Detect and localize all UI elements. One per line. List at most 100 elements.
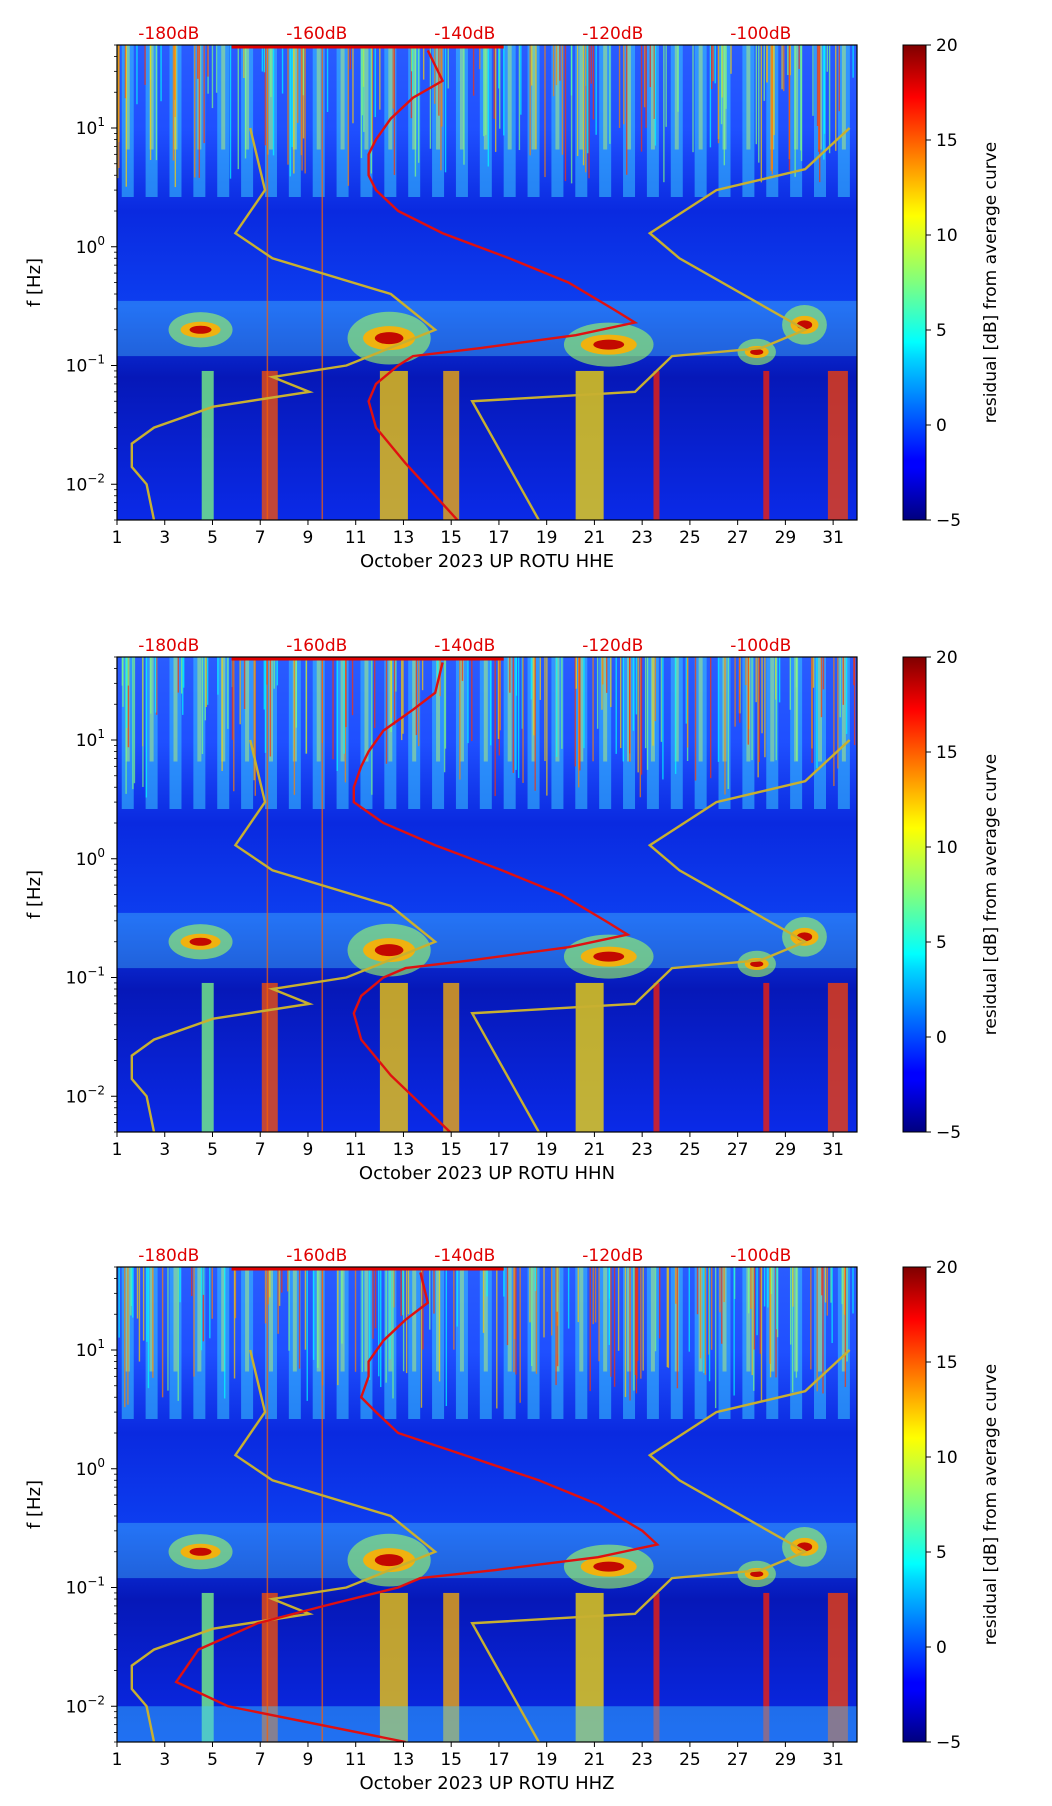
- average-psd-curve: [367, 49, 639, 520]
- daily-noise-core: [603, 45, 608, 150]
- noise-streak: [688, 1267, 690, 1352]
- noise-streak: [202, 1267, 205, 1342]
- noise-streak: [734, 657, 736, 727]
- storm-peak: [593, 951, 625, 962]
- daily-noise-band: [288, 1267, 301, 1419]
- noise-streak: [349, 45, 352, 70]
- noise-streak: [556, 1267, 558, 1312]
- noise-streak: [576, 45, 579, 157]
- daily-noise-core: [364, 1267, 369, 1372]
- x-tick-label: 23: [631, 1750, 653, 1770]
- noise-streak: [515, 1267, 517, 1375]
- noise-streak: [125, 45, 127, 187]
- daily-noise-core: [841, 1267, 846, 1372]
- noise-streak: [136, 45, 138, 105]
- noise-streak: [305, 657, 308, 754]
- noise-streak: [788, 45, 791, 171]
- x-tick-label: 27: [727, 1140, 749, 1160]
- noise-streak: [498, 657, 500, 756]
- noise-streak: [485, 45, 487, 135]
- noise-streak: [149, 45, 152, 160]
- daily-noise-band: [408, 657, 421, 809]
- noise-streak: [288, 1267, 290, 1351]
- noise-streak: [676, 1267, 679, 1389]
- daily-noise-core: [770, 657, 775, 762]
- noise-streak: [539, 657, 542, 700]
- noise-streak: [422, 1267, 424, 1350]
- daily-noise-band: [336, 45, 349, 197]
- noise-streak: [724, 657, 726, 795]
- noise-streak: [444, 657, 447, 749]
- noise-streak: [209, 1267, 211, 1339]
- daily-noise-band: [837, 45, 850, 197]
- noise-streak: [503, 45, 505, 136]
- noise-streak: [482, 1267, 485, 1333]
- x-tick-label: 25: [679, 1750, 701, 1770]
- noise-streak: [692, 45, 694, 153]
- noise-streak: [295, 657, 298, 728]
- daily-noise-band: [217, 45, 230, 197]
- noise-streak: [579, 657, 581, 771]
- noise-streak: [775, 1267, 777, 1378]
- noise-streak: [710, 1267, 713, 1350]
- noise-streak: [369, 1267, 371, 1380]
- noise-streak: [833, 657, 835, 787]
- noise-streak: [781, 45, 783, 90]
- daily-noise-core: [412, 1267, 417, 1372]
- noise-streak: [727, 657, 729, 789]
- low-frequency-column: [261, 982, 278, 1132]
- noise-streak: [223, 1267, 226, 1399]
- noise-streak: [635, 1267, 638, 1394]
- noise-streak: [645, 45, 647, 128]
- noise-streak: [823, 45, 826, 134]
- noise-streak: [610, 1267, 612, 1377]
- noise-model-curve-high: [470, 127, 851, 520]
- noise-streak: [699, 1267, 702, 1359]
- noise-streak: [561, 657, 563, 749]
- noise-streak: [407, 1267, 410, 1315]
- noise-streak: [667, 1267, 670, 1368]
- noise-streak: [402, 1267, 404, 1316]
- x-tick-label: 25: [679, 1140, 701, 1160]
- noise-streak: [132, 1267, 134, 1318]
- colorbar-tick-label: −5: [936, 1733, 961, 1753]
- daily-noise-core: [149, 1267, 154, 1372]
- top-db-label: -180dB: [138, 24, 199, 44]
- noise-streak: [509, 657, 511, 693]
- top-db-label: -180dB: [138, 1246, 199, 1266]
- noise-streak: [438, 1267, 441, 1382]
- noise-streak: [243, 657, 246, 710]
- noise-streak: [750, 1267, 752, 1309]
- x-axis-label: October 2023 UP ROTU HHE: [360, 551, 614, 572]
- noise-streak: [822, 1267, 824, 1394]
- noise-streak: [601, 657, 603, 710]
- daily-noise-core: [483, 1267, 488, 1372]
- noise-streak: [686, 657, 689, 748]
- daily-noise-band: [455, 45, 468, 197]
- noise-streak: [182, 657, 184, 715]
- daily-noise-core: [292, 45, 297, 150]
- low-frequency-column: [261, 1592, 278, 1742]
- top-db-label: -100dB: [730, 1246, 791, 1266]
- daily-noise-band: [432, 1267, 445, 1419]
- noise-streak: [124, 1267, 126, 1408]
- noise-streak: [844, 1267, 847, 1388]
- daily-noise-band: [217, 1267, 230, 1419]
- noise-streak: [622, 657, 625, 762]
- noise-streak: [519, 1267, 521, 1403]
- daily-noise-core: [698, 657, 703, 762]
- noise-streak: [499, 45, 501, 129]
- top-db-label: -140dB: [434, 24, 495, 44]
- top-db-label: -160dB: [286, 636, 347, 656]
- noise-streak: [374, 45, 376, 118]
- daily-noise-core: [436, 45, 441, 150]
- noise-streak: [155, 45, 158, 161]
- noise-streak: [312, 1267, 315, 1360]
- noise-streak: [345, 657, 347, 728]
- noise-streak: [652, 657, 654, 746]
- daily-noise-core: [746, 45, 751, 150]
- low-frequency-column: [379, 982, 408, 1132]
- noise-streak: [463, 45, 465, 165]
- noise-streak: [747, 1267, 750, 1314]
- noise-streak: [497, 657, 500, 739]
